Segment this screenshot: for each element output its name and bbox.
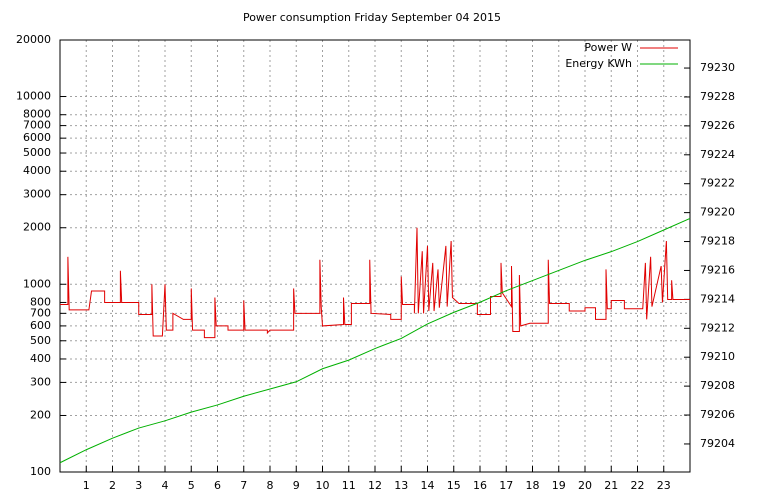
chart-title: Power consumption Friday September 04 20… [243, 11, 501, 24]
y-tick-label: 6000 [23, 131, 51, 144]
y2-tick-label: 79216 [700, 263, 735, 276]
x-tick-label: 15 [447, 479, 461, 492]
y2-tick-label: 79226 [700, 119, 735, 132]
y-tick-label: 500 [30, 334, 51, 347]
x-tick-label: 8 [267, 479, 274, 492]
y-tick-label: 400 [30, 352, 51, 365]
y2-tick-label: 79210 [700, 350, 735, 363]
y2-tick-label: 79208 [700, 379, 735, 392]
y2-tick-label: 79224 [700, 148, 735, 161]
x-tick-label: 18 [526, 479, 540, 492]
x-tick-label: 17 [499, 479, 513, 492]
y-tick-label: 300 [30, 375, 51, 388]
x-tick-label: 11 [342, 479, 356, 492]
x-tick-label: 20 [578, 479, 592, 492]
y-tick-label: 1000 [23, 277, 51, 290]
y2-tick-label: 79222 [700, 177, 735, 190]
x-tick-label: 21 [604, 479, 618, 492]
y2-tick-label: 79206 [700, 408, 735, 421]
legend-label: Energy KWh [565, 57, 632, 70]
y2-tick-label: 79220 [700, 206, 735, 219]
y-tick-label: 20000 [16, 33, 51, 46]
legend-label: Power W [584, 41, 632, 54]
series-line [60, 227, 690, 339]
x-tick-label: 7 [240, 479, 247, 492]
x-tick-label: 4 [162, 479, 169, 492]
y2-tick-label: 79212 [700, 321, 735, 334]
y-tick-label: 200 [30, 408, 51, 421]
x-tick-label: 9 [293, 479, 300, 492]
y2-tick-label: 79214 [700, 292, 735, 305]
x-tick-label: 19 [552, 479, 566, 492]
y-tick-label: 10000 [16, 90, 51, 103]
y-tick-label: 5000 [23, 146, 51, 159]
y-tick-label: 7000 [23, 119, 51, 132]
y2-tick-label: 79228 [700, 90, 735, 103]
x-tick-label: 2 [109, 479, 116, 492]
x-tick-label: 10 [316, 479, 330, 492]
x-tick-label: 14 [421, 479, 435, 492]
y2-tick-label: 79204 [700, 437, 735, 450]
x-tick-label: 1 [83, 479, 90, 492]
y-tick-label: 4000 [23, 164, 51, 177]
series-line [59, 217, 691, 464]
x-tick-label: 12 [368, 479, 382, 492]
y-tick-label: 800 [30, 295, 51, 308]
y-tick-label: 700 [30, 306, 51, 319]
y-tick-label: 2000 [23, 221, 51, 234]
y-tick-label: 8000 [23, 108, 51, 121]
x-tick-label: 3 [135, 479, 142, 492]
x-tick-label: 6 [214, 479, 221, 492]
x-tick-label: 16 [473, 479, 487, 492]
y-tick-label: 600 [30, 319, 51, 332]
x-tick-label: 23 [657, 479, 671, 492]
x-tick-label: 5 [188, 479, 195, 492]
y-tick-label: 3000 [23, 188, 51, 201]
y-tick-label: 100 [30, 465, 51, 478]
plot-frame [59, 39, 691, 473]
y2-tick-label: 79230 [700, 61, 735, 74]
x-tick-label: 22 [631, 479, 645, 492]
x-tick-label: 13 [394, 479, 408, 492]
y2-tick-label: 79218 [700, 235, 735, 248]
